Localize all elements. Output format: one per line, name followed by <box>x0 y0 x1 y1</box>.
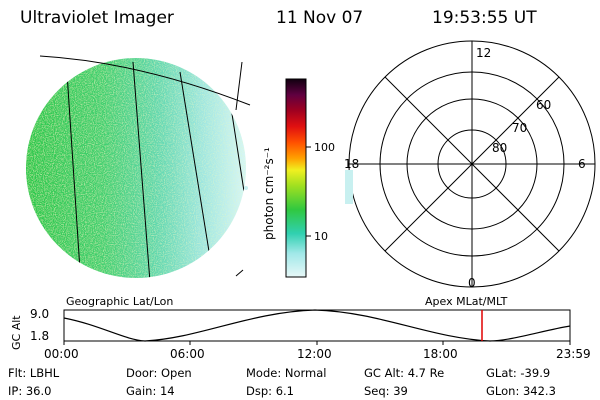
time-label: 19:53:55 UT <box>432 8 537 28</box>
info-door-label: Door: <box>126 366 158 380</box>
altitude-timeline <box>63 309 571 345</box>
uv-disk-image <box>26 55 251 278</box>
info-gcalt: GC Alt: 4.7 Re <box>364 366 444 380</box>
colorbar-unit-label: photon cm⁻²s⁻¹ <box>262 147 276 240</box>
info-dsp: Dsp: 6.1 <box>246 384 294 398</box>
info-glon-label: GLon: <box>486 384 520 398</box>
colorbar <box>285 78 311 278</box>
mlt-label-6: 6 <box>578 157 586 171</box>
info-ip-value: 36.0 <box>25 384 52 398</box>
info-seq-value: 39 <box>393 384 408 398</box>
x-tick-0000: 00:00 <box>44 347 79 361</box>
mlt-label-0: 0 <box>468 276 476 290</box>
instrument-title: Ultraviolet Imager <box>20 8 174 28</box>
info-glat: GLat: -39.9 <box>486 366 550 380</box>
lat-label-70: 70 <box>512 121 528 135</box>
mlt-label-18: 18 <box>344 157 360 171</box>
gc-alt-axis-label: GC Alt <box>10 315 23 350</box>
info-mode-label: Mode: <box>246 366 282 380</box>
lat-label-60: 60 <box>536 98 552 112</box>
colorbar-tick-100: 100 <box>314 141 335 154</box>
info-ip: IP: 36.0 <box>8 384 51 398</box>
x-tick-2359: 23:59 <box>556 347 591 361</box>
info-flt-value: LBHL <box>29 366 60 380</box>
info-seq-label: Seq: <box>364 384 390 398</box>
info-gain-value: 14 <box>159 384 175 398</box>
y-tick-high: 9.0 <box>30 307 50 321</box>
info-gcalt-label: GC Alt: <box>364 366 405 380</box>
apex-caption: Apex MLat/MLT <box>425 295 508 308</box>
info-flt-label: Flt: <box>8 366 27 380</box>
info-glat-value: -39.9 <box>520 366 551 380</box>
geographic-caption: Geographic Lat/Lon <box>66 295 174 308</box>
info-door-value: Open <box>160 366 192 380</box>
info-gain: Gain: 14 <box>126 384 175 398</box>
info-glon: GLon: 342.3 <box>486 384 556 398</box>
info-gcalt-value: 4.7 Re <box>407 366 445 380</box>
info-dsp-value: 6.1 <box>275 384 294 398</box>
y-tick-low: 1.8 <box>30 329 50 343</box>
info-glon-value: 342.3 <box>522 384 556 398</box>
info-flt: Flt: LBHL <box>8 366 59 380</box>
x-tick-1800: 18:00 <box>423 347 458 361</box>
date-label: 11 Nov 07 <box>276 8 364 28</box>
info-ip-label: IP: <box>8 384 23 398</box>
polar-plot <box>348 40 596 288</box>
x-tick-0600: 06:00 <box>170 347 205 361</box>
colorbar-tick-10: 10 <box>314 230 328 243</box>
lat-label-80: 80 <box>492 141 508 155</box>
info-mode-value: Normal <box>284 366 327 380</box>
info-mode: Mode: Normal <box>246 366 326 380</box>
info-dsp-label: Dsp: <box>246 384 273 398</box>
info-seq: Seq: 39 <box>364 384 408 398</box>
mlt-label-12: 12 <box>476 46 492 60</box>
polar-edge-emission <box>345 170 353 204</box>
info-gain-label: Gain: <box>126 384 157 398</box>
info-door: Door: Open <box>126 366 192 380</box>
info-glat-label: GLat: <box>486 366 517 380</box>
x-tick-1200: 12:00 <box>297 347 332 361</box>
